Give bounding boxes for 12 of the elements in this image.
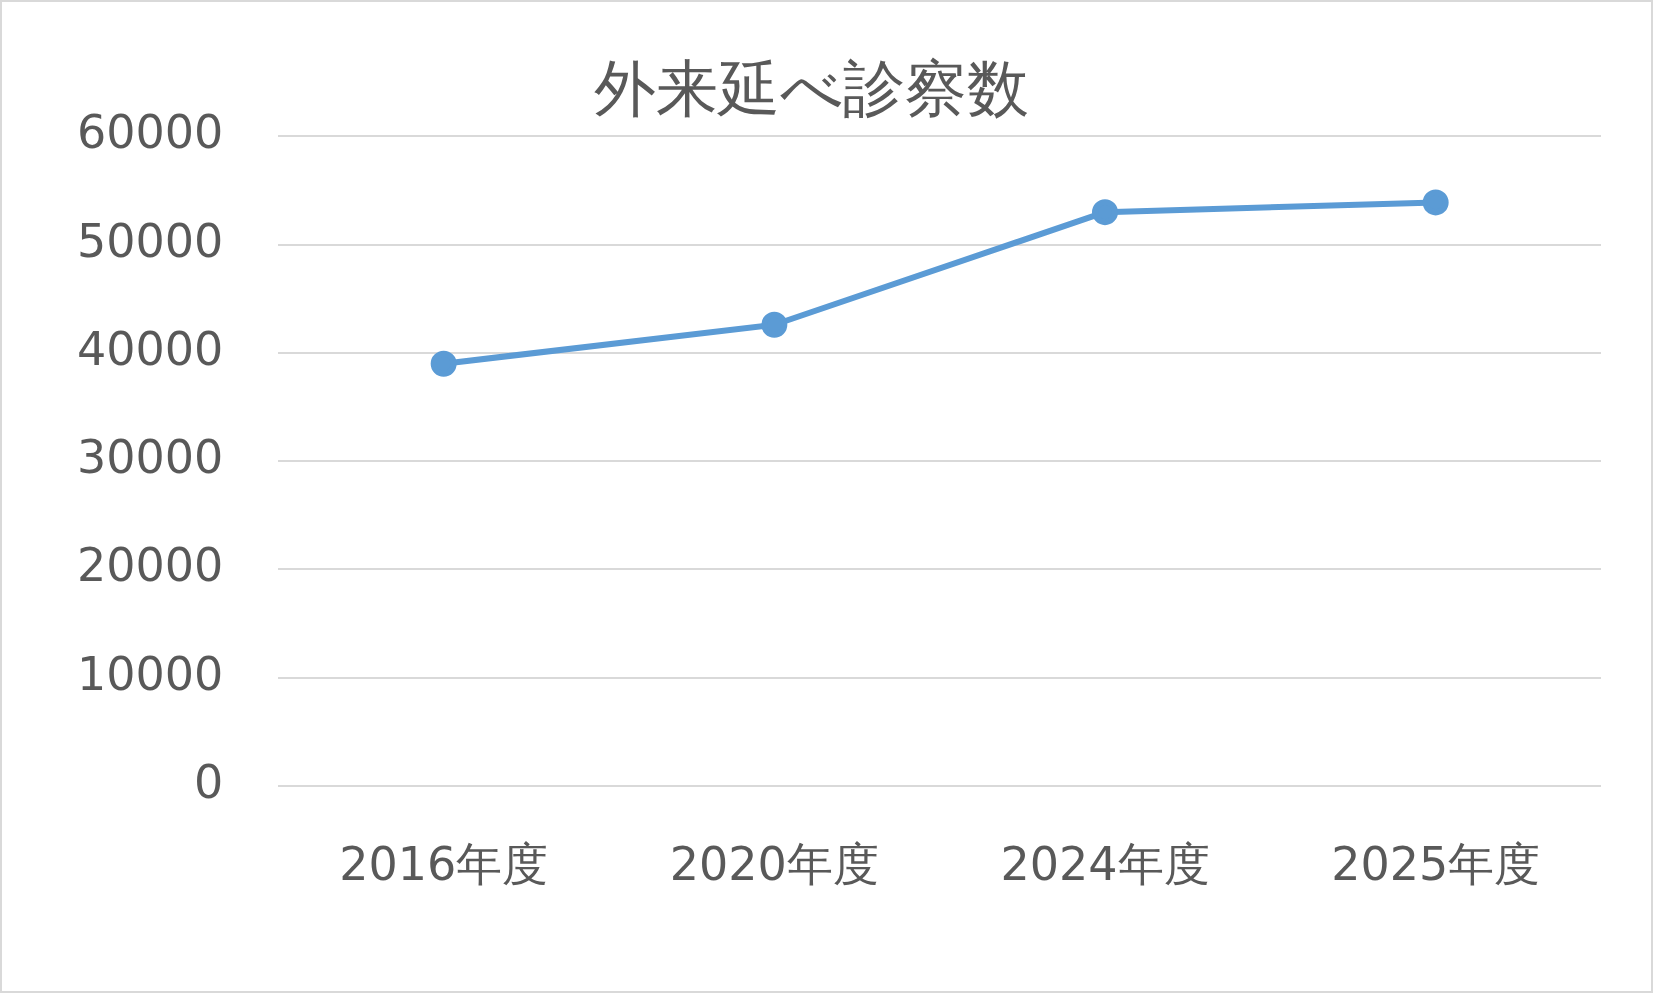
y-tick-label: 40000: [76, 321, 224, 376]
x-tick-label: 2020年度: [669, 837, 879, 892]
y-tick-label: 50000: [76, 213, 224, 268]
y-tick-label: 20000: [76, 538, 224, 593]
y-tick-label: 30000: [76, 430, 224, 485]
y-tick-label: 10000: [76, 646, 224, 701]
chart-title: 外来延べ診察数: [594, 52, 1029, 126]
y-tick-label: 0: [194, 754, 224, 809]
x-tick-label: 2016年度: [339, 837, 549, 892]
x-tick-label: 2024年度: [1000, 837, 1210, 892]
y-tick-label: 60000: [76, 105, 224, 160]
x-tick-label: 2025年度: [1331, 837, 1541, 892]
